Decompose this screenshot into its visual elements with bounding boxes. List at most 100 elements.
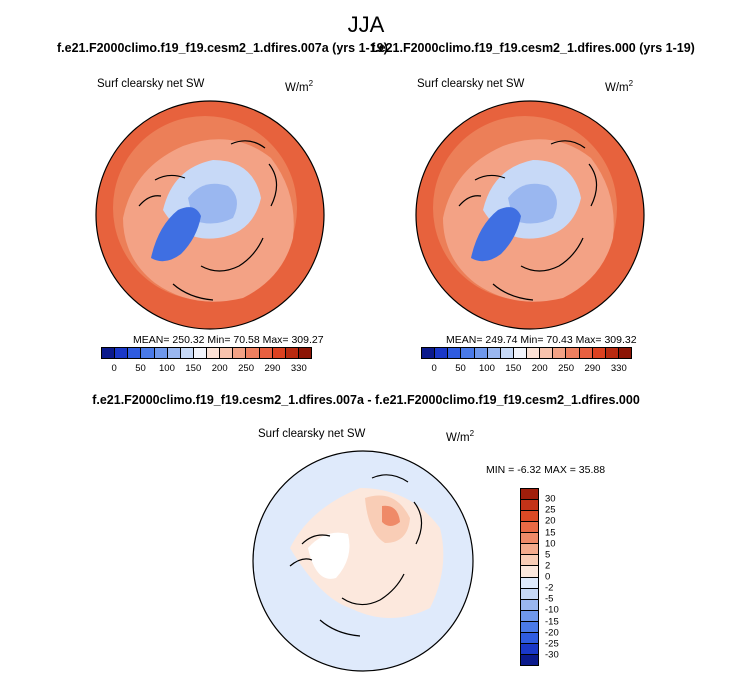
colorbar-tick-label: 20 [545,515,556,527]
diff-polar-map [252,450,474,672]
right-case-title: f.e21.F2000climo.f19_f19.cesm2_1.dfires.… [371,41,695,55]
colorbar-swatch [298,348,311,358]
colorbar-swatch [233,348,247,358]
colorbar-swatch [521,588,538,600]
map-coastlines [289,474,423,637]
colorbar-swatch [513,348,527,358]
colorbar-tick-label: 150 [185,363,202,374]
map-sea-ice-core [508,183,557,224]
colorbar-swatch [285,348,299,358]
colorbar-tick-label: -2 [545,582,554,594]
colorbar-tick-label: 2 [545,560,551,572]
colorbar-tick-label: 25 [545,504,556,516]
colorbar-swatch [193,348,207,358]
colorbar-swatch [521,632,538,644]
left-variable-label: Surf clearsky net SW [97,78,205,90]
colorbar-swatch [579,348,593,358]
colorbar-swatch [435,348,449,358]
colorbar-swatch [521,566,538,578]
map-border [95,100,325,330]
right-stats: MEAN= 249.74 Min= 70.43 Max= 309.32 [446,334,637,346]
colorbar-tick-label: 0 [111,363,117,374]
colorbar-swatch [521,522,538,534]
diff-units: W/m2 [446,429,475,444]
colorbar-swatch [592,348,606,358]
colorbar-tick-label: 290 [584,363,601,374]
map-diff-greenland-neutral [308,532,350,579]
map-border [252,450,474,672]
colorbar-swatch [474,348,488,358]
colorbar-swatch [521,533,538,545]
colorbar-swatch [246,348,260,358]
colorbar-swatch [259,348,273,358]
colorbar-swatch [461,348,475,358]
colorbar-swatch [521,621,538,633]
right-variable-label: Surf clearsky net SW [417,78,525,90]
diff-colorbar-ticks: 30 25 20 15 10 5 2 0 -2 -5 -10 -15 -20 -25 -30 [545,488,585,666]
right-polar-map [415,100,645,330]
map-border [415,100,645,330]
colorbar-swatch [540,348,554,358]
colorbar-swatch [618,348,631,358]
colorbar-tick-label: -25 [545,638,559,650]
colorbar-tick-label: 330 [290,363,307,374]
colorbar-tick-label: 330 [610,363,627,374]
colorbar-tick-label: 0 [431,363,437,374]
left-case-title: f.e21.F2000climo.f19_f19.cesm2_1.dfires.… [57,41,388,55]
colorbar-swatch [154,348,168,358]
colorbar-tick-label: 250 [238,363,254,374]
colorbar-swatch [566,348,580,358]
map-coastlines [458,140,598,301]
colorbar-tick-label: 10 [545,538,556,550]
colorbar-tick-label: 30 [545,493,556,505]
colorbar-tick-label: -30 [545,649,559,661]
colorbar-tick-label: 15 [545,527,556,538]
colorbar-swatch [521,555,538,567]
diff-variable-label: Surf clearsky net SW [258,428,366,440]
colorbar-swatch [487,348,501,358]
colorbar-swatch [521,544,538,556]
diff-colorbar [520,488,539,666]
colorbar-swatch [272,348,286,358]
right-colorbar-ticks: 0 50 100 150 200 250 290 330 [421,363,632,375]
colorbar-swatch [553,348,567,358]
colorbar-tick-label: 5 [545,549,551,561]
colorbar-tick-label: 100 [159,363,175,374]
map-coastlines [138,140,278,301]
map-diff-hotspot [382,505,400,526]
colorbar-swatch [521,643,538,655]
colorbar-swatch [521,610,538,622]
colorbar-swatch [521,577,538,589]
colorbar-tick-label: 200 [531,363,548,374]
colorbar-swatch [448,348,462,358]
colorbar-tick-label: 50 [455,363,466,374]
colorbar-swatch [141,348,155,358]
colorbar-swatch [500,348,514,358]
colorbar-swatch [128,348,142,358]
diff-stats: MIN = -6.32 MAX = 35.88 [486,464,606,476]
right-units: W/m2 [605,79,634,94]
colorbar-tick-label: -15 [545,616,559,627]
colorbar-swatch [167,348,181,358]
map-greenland [471,207,521,262]
right-colorbar [421,347,632,359]
colorbar-tick-label: -5 [545,593,554,605]
colorbar-tick-label: -10 [545,604,559,616]
colorbar-tick-label: 250 [558,363,574,374]
colorbar-tick-label: 50 [135,363,146,374]
colorbar-swatch [521,654,538,665]
colorbar-swatch [521,599,538,611]
colorbar-swatch [220,348,234,358]
colorbar-tick-label: 150 [505,363,522,374]
colorbar-tick-label: -20 [545,627,559,639]
diff-title: f.e21.F2000climo.f19_f19.cesm2_1.dfires.… [92,393,640,407]
colorbar-swatch [207,348,221,358]
colorbar-swatch [521,500,538,512]
left-colorbar-ticks: 0 50 100 150 200 250 290 330 [101,363,312,375]
left-stats: MEAN= 250.32 Min= 70.58 Max= 309.27 [133,334,324,346]
left-polar-map [95,100,325,330]
map-greenland [151,207,201,262]
colorbar-tick-label: 100 [479,363,495,374]
colorbar-swatch [527,348,541,358]
left-colorbar [101,347,312,359]
